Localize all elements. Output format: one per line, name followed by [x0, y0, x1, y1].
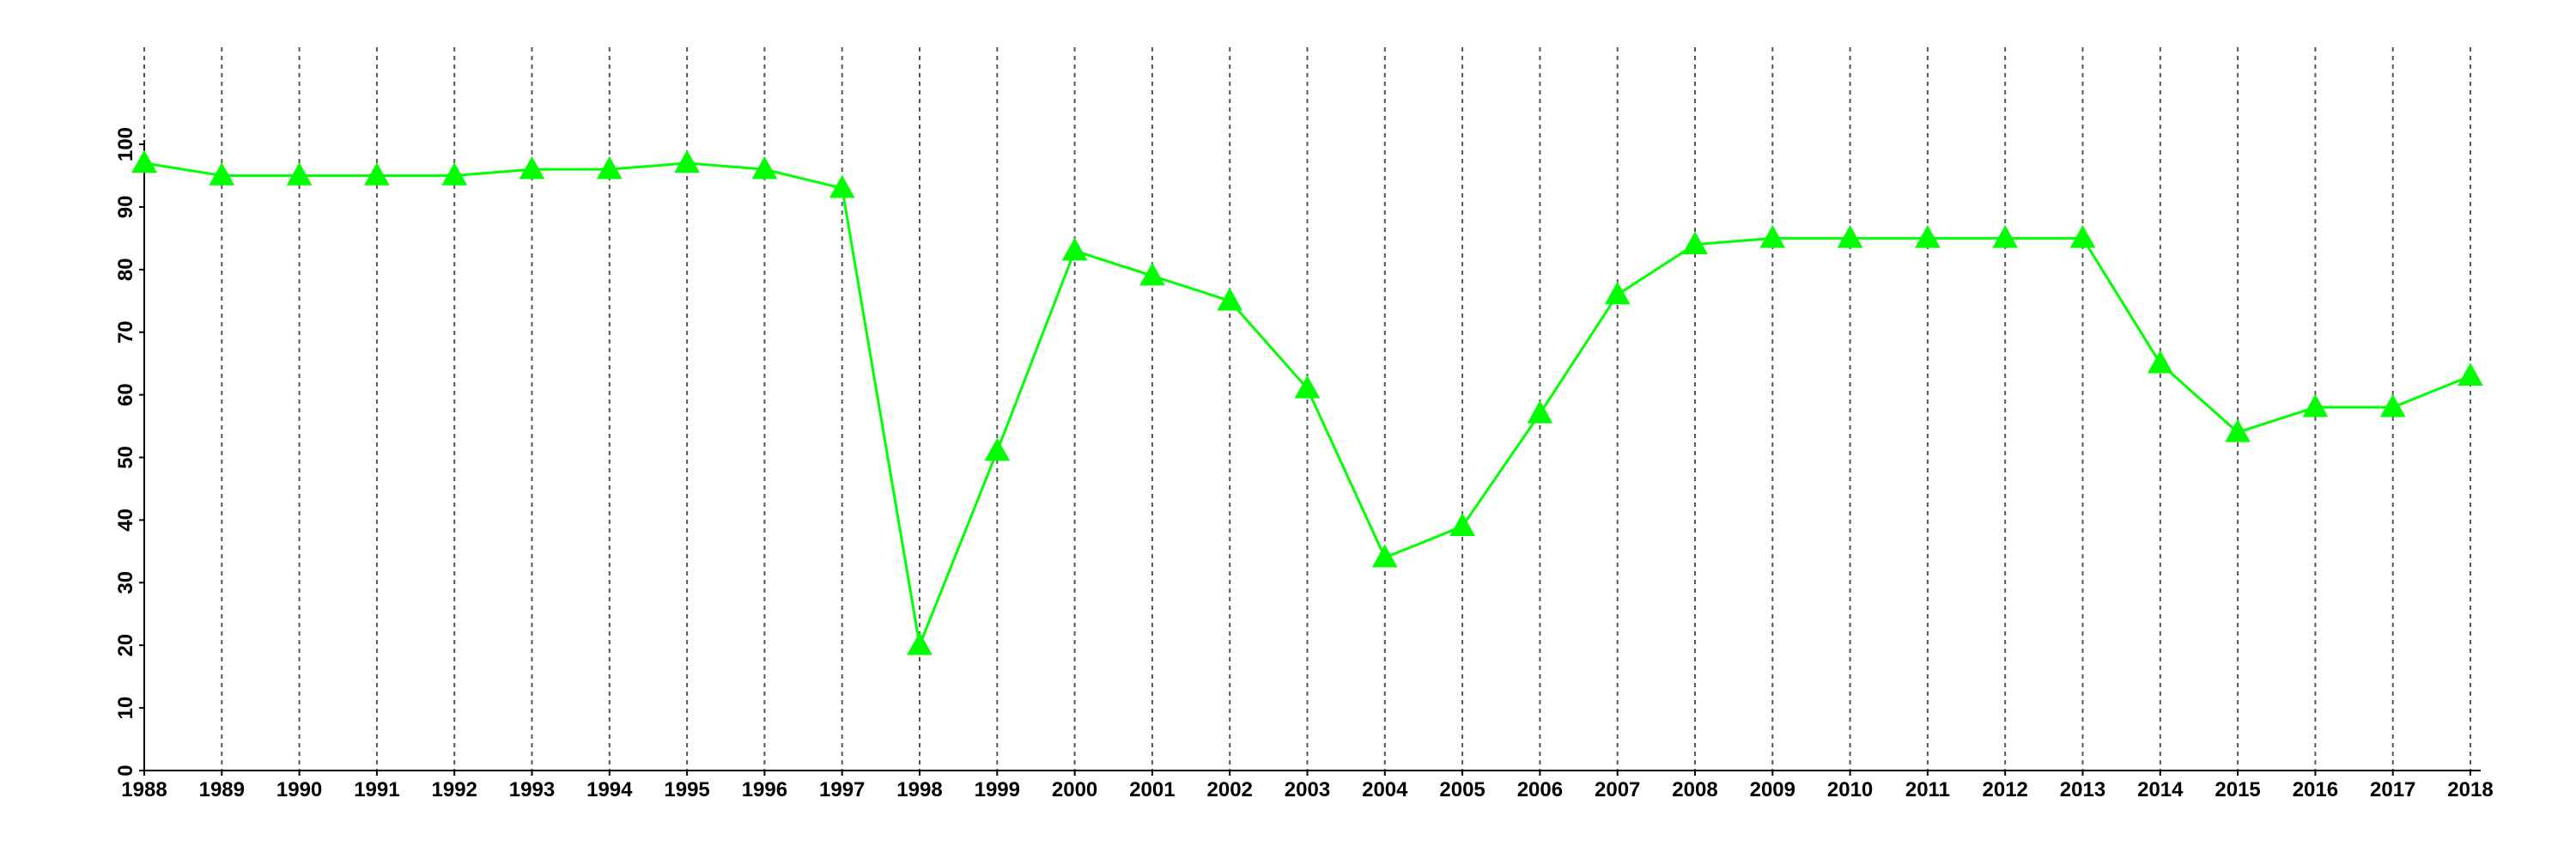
- y-tick-label-80: 80: [114, 258, 137, 281]
- data-point-1996: [751, 155, 778, 180]
- data-point-2016: [2302, 393, 2329, 417]
- x-tick-label-2013: 2013: [2060, 778, 2105, 801]
- data-point-2004: [1371, 544, 1398, 568]
- data-point-2000: [1061, 237, 1088, 261]
- y-tick-label-90: 90: [114, 196, 137, 219]
- data-point-1988: [131, 149, 157, 174]
- x-tick-label-2001: 2001: [1129, 778, 1175, 801]
- data-point-2009: [1759, 224, 1786, 248]
- data-point-2013: [2069, 224, 2096, 248]
- data-point-2010: [1837, 224, 1863, 248]
- x-tick-label-2004: 2004: [1362, 778, 1408, 801]
- data-point-2002: [1217, 287, 1243, 311]
- x-tick-label-2007: 2007: [1595, 778, 1640, 801]
- x-tick-label-1995: 1995: [664, 778, 709, 801]
- y-tick-label-0: 0: [114, 765, 137, 776]
- y-tick-label-70: 70: [114, 320, 137, 344]
- x-tick-label-1999: 1999: [975, 778, 1020, 801]
- x-tick-label-2006: 2006: [1517, 778, 1563, 801]
- x-tick-label-2016: 2016: [2293, 778, 2338, 801]
- x-tick-label-2018: 2018: [2447, 778, 2493, 801]
- y-tick-label-60: 60: [114, 383, 137, 406]
- x-tick-label-2017: 2017: [2370, 778, 2415, 801]
- data-point-2001: [1139, 262, 1165, 286]
- data-point-1999: [984, 437, 1011, 461]
- y-tick-label-100: 100: [114, 127, 137, 161]
- x-tick-label-2009: 2009: [1750, 778, 1795, 801]
- x-tick-label-2014: 2014: [2137, 778, 2184, 801]
- y-tick-label-40: 40: [114, 509, 137, 532]
- data-point-1991: [364, 162, 390, 186]
- data-point-2007: [1604, 281, 1631, 305]
- data-point-2012: [1992, 224, 2019, 248]
- data-point-1993: [519, 155, 545, 180]
- tick-labels: 1988 1989 1990 1991 1992 1993 1994 1995 1996 1997…: [114, 127, 2494, 801]
- data-point-2014: [2147, 350, 2173, 374]
- data-point-2005: [1449, 513, 1475, 536]
- data-point-1989: [209, 162, 235, 186]
- data-point-2008: [1682, 231, 1708, 254]
- data-point-1997: [829, 174, 855, 198]
- data-point-1998: [907, 631, 933, 655]
- y-tick-label-50: 50: [114, 446, 137, 469]
- x-tick-label-2002: 2002: [1207, 778, 1253, 801]
- x-tick-label-1993: 1993: [509, 778, 555, 801]
- x-tick-label-1998: 1998: [896, 778, 942, 801]
- data-point-2017: [2379, 393, 2406, 417]
- data-point-2011: [1915, 224, 1941, 248]
- x-tick-label-1990: 1990: [276, 778, 322, 801]
- x-tick-label-1989: 1989: [199, 778, 245, 801]
- x-tick-label-2012: 2012: [1983, 778, 2028, 801]
- data-point-1990: [286, 162, 313, 186]
- data-point-2006: [1527, 400, 1553, 423]
- x-tick-label-2005: 2005: [1439, 778, 1485, 801]
- grid-lines: [143, 47, 2471, 771]
- data-point-1994: [596, 155, 623, 180]
- x-tick-label-1991: 1991: [354, 778, 399, 801]
- y-tick-label-10: 10: [114, 697, 137, 720]
- y-tick-label-30: 30: [114, 571, 137, 594]
- x-tick-label-2011: 2011: [1905, 778, 1950, 801]
- x-tick-label-1992: 1992: [432, 778, 477, 801]
- series-layer: [131, 149, 2483, 655]
- y-tick-label-20: 20: [114, 634, 137, 657]
- x-tick-label-2000: 2000: [1052, 778, 1097, 801]
- axes: [139, 140, 2481, 776]
- x-tick-label-1994: 1994: [586, 778, 633, 801]
- x-tick-label-1997: 1997: [819, 778, 865, 801]
- x-tick-label-2008: 2008: [1672, 778, 1717, 801]
- data-point-1992: [441, 162, 468, 186]
- data-point-2003: [1294, 375, 1321, 399]
- data-point-2015: [2225, 418, 2251, 442]
- x-tick-label-2010: 2010: [1827, 778, 1873, 801]
- data-point-2018: [2458, 362, 2483, 387]
- x-tick-label-1988: 1988: [121, 778, 167, 801]
- x-tick-label-2003: 2003: [1285, 778, 1330, 801]
- data-point-1995: [674, 149, 700, 174]
- x-tick-label-1996: 1996: [742, 778, 787, 801]
- x-tick-label-2015: 2015: [2215, 778, 2260, 801]
